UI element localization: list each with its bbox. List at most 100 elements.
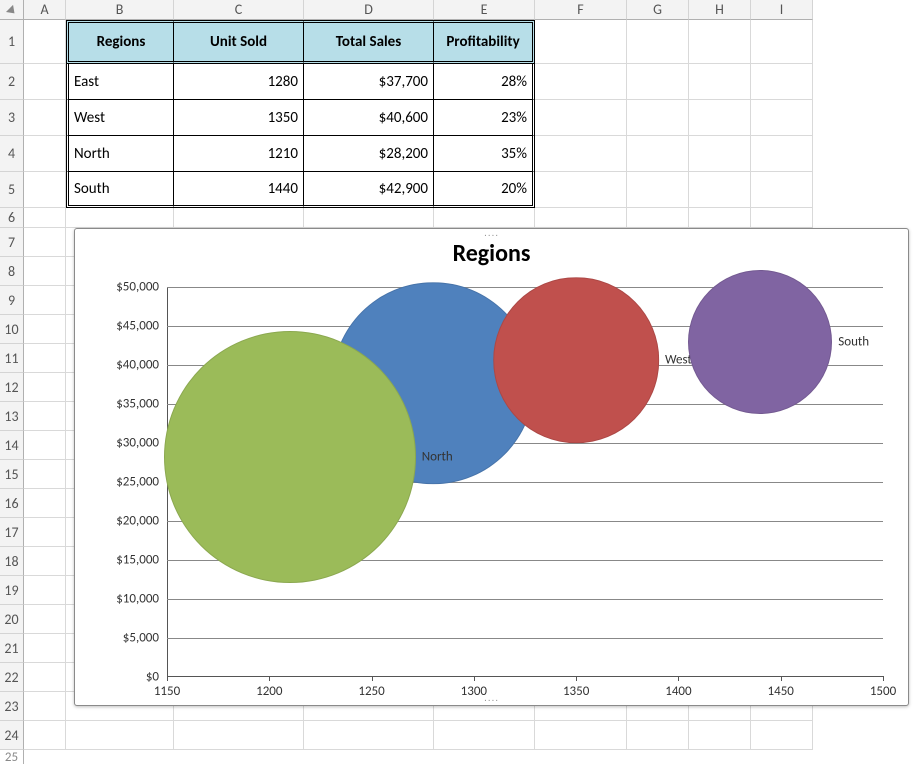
cell-C6[interactable] <box>174 208 304 228</box>
row-header-18[interactable]: 18 <box>0 547 24 576</box>
cell-C24[interactable] <box>174 721 304 750</box>
bubble-west[interactable] <box>493 278 659 444</box>
cell-I4[interactable] <box>751 136 813 172</box>
cell-E5[interactable]: 20% <box>434 172 535 208</box>
cell-A17[interactable] <box>24 518 66 547</box>
cell-B6[interactable] <box>66 208 174 228</box>
cell-D2[interactable]: $37,700 <box>304 64 434 100</box>
cell-D24[interactable] <box>304 721 434 750</box>
row-header-11[interactable]: 11 <box>0 344 24 373</box>
row-header-12[interactable]: 12 <box>0 373 24 402</box>
cell-A12[interactable] <box>24 373 66 402</box>
cell-E24[interactable] <box>434 721 535 750</box>
col-header-G[interactable]: G <box>627 0 689 20</box>
select-all-corner[interactable] <box>0 0 24 20</box>
cell-C1[interactable]: Unit Sold <box>174 20 304 64</box>
cell-A3[interactable] <box>24 100 66 136</box>
cell-F1[interactable] <box>535 20 627 64</box>
row-header-7[interactable]: 7 <box>0 228 24 257</box>
cell-I24[interactable] <box>751 721 813 750</box>
cell-G5[interactable] <box>627 172 689 208</box>
cell-I1[interactable] <box>751 20 813 64</box>
cell-G24[interactable] <box>627 721 689 750</box>
row-header-19[interactable]: 19 <box>0 576 24 605</box>
cell-G6[interactable] <box>627 208 689 228</box>
cell-A23[interactable] <box>24 692 66 721</box>
cell-G1[interactable] <box>627 20 689 64</box>
cell-F3[interactable] <box>535 100 627 136</box>
cell-A8[interactable] <box>24 257 66 286</box>
cell-C5[interactable]: 1440 <box>174 172 304 208</box>
cell-A19[interactable] <box>24 576 66 605</box>
cell-E4[interactable]: 35% <box>434 136 535 172</box>
row-header-20[interactable]: 20 <box>0 605 24 634</box>
cell-B1[interactable]: Regions <box>66 20 174 64</box>
cell-D5[interactable]: $42,900 <box>304 172 434 208</box>
cell-A13[interactable] <box>24 402 66 431</box>
cell-B4[interactable]: North <box>66 136 174 172</box>
cell-B5[interactable]: South <box>66 172 174 208</box>
cell-C4[interactable]: 1210 <box>174 136 304 172</box>
col-header-A[interactable]: A <box>24 0 66 20</box>
cell-H2[interactable] <box>689 64 751 100</box>
row-header-22[interactable]: 22 <box>0 663 24 692</box>
row-header-6[interactable]: 6 <box>0 208 24 228</box>
col-header-D[interactable]: D <box>304 0 434 20</box>
row-header-8[interactable]: 8 <box>0 257 24 286</box>
chart-object[interactable]: ∙∙∙∙ ∙∙∙∙ Regions $0$5,000$10,000$15,000… <box>74 228 909 706</box>
cell-B2[interactable]: East <box>66 64 174 100</box>
cell-G4[interactable] <box>627 136 689 172</box>
cell-F4[interactable] <box>535 136 627 172</box>
cell-A22[interactable] <box>24 663 66 692</box>
cell-C2[interactable]: 1280 <box>174 64 304 100</box>
cell-F5[interactable] <box>535 172 627 208</box>
row-header-25[interactable]: 25 <box>0 750 24 764</box>
cell-A24[interactable] <box>24 721 66 750</box>
col-header-B[interactable]: B <box>66 0 174 20</box>
cell-G3[interactable] <box>627 100 689 136</box>
col-header-I[interactable]: I <box>751 0 813 20</box>
bubble-north[interactable] <box>164 331 416 583</box>
cell-I2[interactable] <box>751 64 813 100</box>
row-header-24[interactable]: 24 <box>0 721 24 750</box>
cell-C3[interactable]: 1350 <box>174 100 304 136</box>
row-header-5[interactable]: 5 <box>0 172 24 208</box>
row-header-17[interactable]: 17 <box>0 518 24 547</box>
cell-G2[interactable] <box>627 64 689 100</box>
cell-B24[interactable] <box>66 721 174 750</box>
cell-E1[interactable]: Profitability <box>434 20 535 64</box>
bubble-south[interactable] <box>688 270 832 414</box>
row-header-10[interactable]: 10 <box>0 315 24 344</box>
cell-D3[interactable]: $40,600 <box>304 100 434 136</box>
cell-H24[interactable] <box>689 721 751 750</box>
cell-I6[interactable] <box>751 208 813 228</box>
chart-handle-top[interactable]: ∙∙∙∙ <box>484 228 499 241</box>
cell-A20[interactable] <box>24 605 66 634</box>
cell-E2[interactable]: 28% <box>434 64 535 100</box>
row-header-2[interactable]: 2 <box>0 64 24 100</box>
col-header-H[interactable]: H <box>689 0 751 20</box>
cell-A21[interactable] <box>24 634 66 663</box>
cell-E3[interactable]: 23% <box>434 100 535 136</box>
cell-A16[interactable] <box>24 489 66 518</box>
cell-D4[interactable]: $28,200 <box>304 136 434 172</box>
cell-A6[interactable] <box>24 208 66 228</box>
cell-D6[interactable] <box>304 208 434 228</box>
cell-I3[interactable] <box>751 100 813 136</box>
cell-A1[interactable] <box>24 20 66 64</box>
col-header-C[interactable]: C <box>174 0 304 20</box>
cell-B3[interactable]: West <box>66 100 174 136</box>
cell-H3[interactable] <box>689 100 751 136</box>
cell-A7[interactable] <box>24 228 66 257</box>
cell-A5[interactable] <box>24 172 66 208</box>
row-header-9[interactable]: 9 <box>0 286 24 315</box>
row-header-14[interactable]: 14 <box>0 431 24 460</box>
cell-D1[interactable]: Total Sales <box>304 20 434 64</box>
cell-A9[interactable] <box>24 286 66 315</box>
cell-A11[interactable] <box>24 344 66 373</box>
cell-I5[interactable] <box>751 172 813 208</box>
cell-A10[interactable] <box>24 315 66 344</box>
row-header-3[interactable]: 3 <box>0 100 24 136</box>
cell-A18[interactable] <box>24 547 66 576</box>
cell-A4[interactable] <box>24 136 66 172</box>
